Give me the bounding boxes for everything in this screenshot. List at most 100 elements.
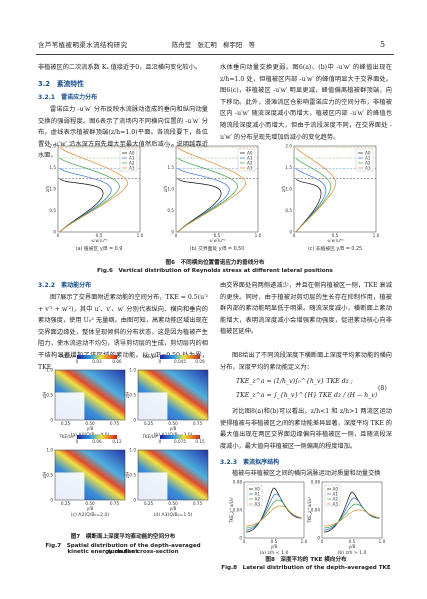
legend-box — [119, 148, 138, 172]
legend-box — [246, 484, 263, 507]
x-tick-label: 0.25 — [61, 421, 71, 426]
y-tick-label: 0 — [239, 535, 242, 540]
curve — [295, 178, 322, 233]
legend-label: A3 — [333, 501, 339, 506]
x-axis-label: y/B — [170, 426, 177, 431]
legend-label: A1 — [333, 491, 339, 496]
legend-label: A1 — [365, 155, 371, 160]
legend-label: A0 — [333, 486, 339, 491]
subsection-heading: 3.2.1 雷诺应力分布 — [38, 94, 98, 101]
curve — [59, 157, 120, 233]
x-axis-label: y/B — [170, 506, 177, 511]
y-tick-label: 0.5 — [46, 392, 53, 397]
y-axis-label: z/h — [45, 186, 50, 193]
x-tick-label: 0.50 — [85, 421, 95, 426]
x-tick-label: 0.75 — [110, 501, 120, 506]
equation: TKE_z^a = (1/h_v)∫₀^{h_v} TKE dz ; — [236, 378, 353, 385]
x-tick-label: 0.25 — [144, 421, 154, 426]
y-tick-label: 0.5 — [129, 472, 136, 477]
axes-frame — [54, 449, 126, 501]
legend-label: A2 — [247, 160, 253, 165]
colorbar-tick: 0.06 — [92, 439, 102, 444]
y-tick-label: 0 — [50, 497, 53, 502]
paragraph: 非植被区的二次流系数 Kₛ 值接近于0，且沿横向变化较小。 — [38, 64, 202, 71]
x-tick-label: 0.75 — [110, 421, 120, 426]
y-axis-label: TKE_z^a/U₀² — [307, 497, 312, 524]
y-tick-label: 1.0 — [46, 447, 53, 452]
y-tick-label: 0.5 — [285, 208, 292, 213]
panel-label: (b) 交界面处 y/B = 0.50 — [190, 245, 245, 252]
x-axis-label: y/B — [87, 426, 94, 431]
panel-label: (c) 非植被区 y/B = 0.25 — [308, 245, 362, 252]
y-tick-label: 1.0 — [129, 447, 136, 452]
colorbar — [77, 435, 117, 439]
paragraph: 水体垂向动量交换更弱。图6(a)、(b)中 -u′w′ 的峰值出现在 z/h=1… — [220, 64, 392, 141]
legend-label: A1 — [247, 155, 253, 160]
x-tick-label: 0.5 — [96, 233, 103, 238]
x-axis-label: y/B — [87, 506, 94, 511]
curve — [295, 168, 327, 233]
y-axis-label: z/H — [125, 392, 130, 399]
y-tick-label: 0.04 — [311, 507, 321, 512]
colorbar-tick: 0.03 — [92, 359, 102, 364]
axes-frame — [321, 481, 383, 539]
colorbar-tick: 0.09 — [195, 359, 205, 364]
x-tick-label: 0 — [243, 539, 246, 544]
figure-caption: 图8 深度平均的 TKE 横向分布 — [265, 557, 347, 563]
x-tick-label: 0.25 — [144, 501, 154, 506]
y-tick-label: 0 — [317, 535, 320, 540]
paragraph: 图8给出了不同流段深度下横断面上深度平均紊动能的横向分布，深度平均的紊动能定义为… — [220, 352, 392, 371]
x-tick-label: 1.0 — [255, 233, 262, 238]
y-tick-label: 0.5 — [46, 472, 53, 477]
axes-frame — [137, 449, 209, 501]
x-tick-label: 0 — [321, 539, 324, 544]
y-tick-label: 0 — [289, 229, 292, 234]
legend-box — [324, 484, 341, 507]
colorbar-tick: 0.12 — [112, 439, 122, 444]
colorbar-tick: 0 — [76, 359, 79, 364]
panel-label: (c) A2(Q/B₀=2.0) — [71, 512, 110, 518]
vegetation-zone — [138, 472, 168, 500]
curve — [323, 509, 381, 527]
axes-frame — [54, 369, 126, 421]
y-axis-label: z/H — [42, 392, 47, 399]
y-tick-label: 0 — [53, 229, 56, 234]
y-tick-label: 0 — [50, 417, 53, 422]
authors: 陈舟莹 张汇明 柳宇阳 等 — [172, 41, 256, 49]
legend-label: A2 — [365, 160, 371, 165]
y-tick-label: 1.5 — [167, 165, 174, 170]
x-tick-label: 0.50 — [168, 501, 178, 506]
x-axis-label: -u′w′/u*² — [208, 238, 226, 243]
equation: TKE_z^a = ∫_{h_v}^{H} TKE dz / (H − h_v) — [236, 392, 378, 399]
x-axis-label: -u′w′/u*² — [90, 238, 108, 243]
running-title: 含芦苇植被明渠水流结构研究 — [38, 41, 128, 49]
legend-label: A0 — [129, 150, 135, 155]
axes-frame — [137, 369, 209, 421]
x-tick-label: 0 — [57, 233, 60, 238]
colorbar-tick: 0.075 — [174, 439, 186, 444]
legend-label: A0 — [365, 150, 371, 155]
x-tick-label: 0.50 — [85, 501, 95, 506]
x-tick-label: 0.5 — [271, 539, 278, 544]
x-tick-label: 0.50 — [168, 421, 178, 426]
y-tick-label: 1.0 — [129, 367, 136, 372]
axes-frame — [293, 145, 377, 233]
header-rule — [36, 54, 394, 55]
panel-label: (a) 植被区 y/B = 0.9 — [76, 245, 123, 252]
figure-caption-en: kinetic energy on the cross-section — [67, 549, 179, 555]
axes-frame — [243, 481, 305, 539]
y-tick-label: 2.0 — [167, 143, 174, 148]
axes-frame — [175, 145, 259, 233]
legend-label: A2 — [255, 496, 261, 501]
colorbar — [160, 435, 200, 439]
vegetation-zone — [55, 392, 85, 420]
y-axis-label: z/h — [163, 186, 168, 193]
panel-label: (d) A3(Q/B₀=1.5) — [154, 512, 193, 518]
axes-frame — [57, 145, 141, 233]
y-tick-label: 2.0 — [49, 143, 56, 148]
legend-label: A3 — [129, 165, 135, 170]
paragraph: 雷诺应力 -u′w′ 分布反映水流脉动造成的垂向和纵向动量交换的强弱程度。图6表… — [38, 106, 208, 160]
x-axis-label: -u′w′/u*² — [326, 238, 344, 243]
y-tick-label: 1.5 — [285, 165, 292, 170]
colorbar-title: TKE/U₀² — [59, 354, 75, 359]
